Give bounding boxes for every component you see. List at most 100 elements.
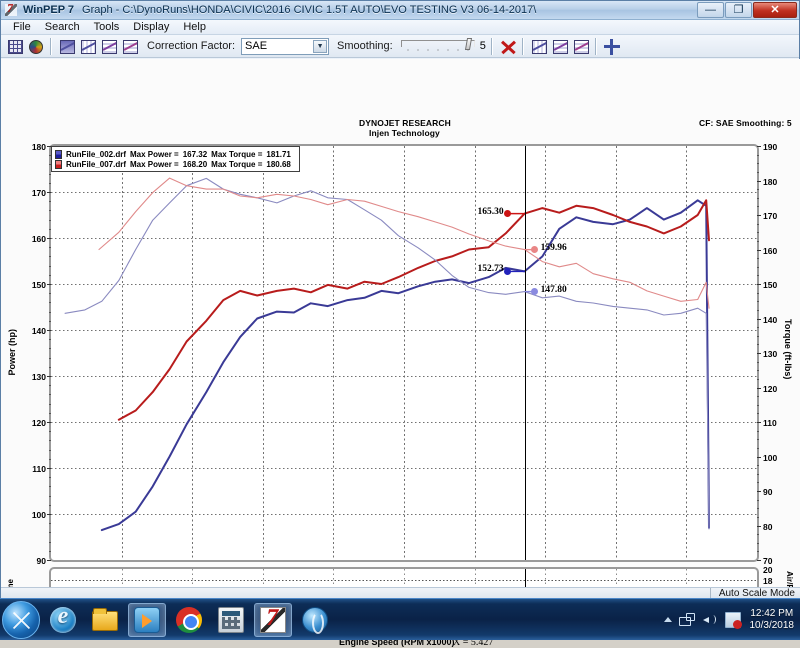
af-gridlines: [51, 569, 757, 587]
menu-bar: File Search Tools Display Help: [1, 20, 799, 35]
blue-sphere-icon: [302, 607, 328, 633]
graph-multi-button[interactable]: [120, 37, 139, 56]
legend-torque-value-run7: 180.68: [266, 160, 290, 169]
taskbar-winpep[interactable]: [254, 603, 292, 637]
axis-tick-label: 110: [20, 464, 46, 474]
plot-graphics: [1, 59, 800, 587]
up-arrow-icon[interactable]: [664, 617, 672, 622]
axis-tick-label: 150: [763, 280, 777, 290]
main-gridlines: [51, 146, 757, 560]
legend-color-swatch-blue: [55, 150, 62, 159]
axis-tick-label: 170: [20, 188, 46, 198]
axis-tick-label: 120: [20, 418, 46, 428]
legend-power-value-run2: 167.32: [183, 150, 207, 159]
menu-item-tools[interactable]: Tools: [87, 20, 127, 35]
close-button[interactable]: ✕: [753, 2, 797, 18]
speaker-icon[interactable]: [702, 612, 718, 628]
axis-tick-label: 100: [20, 510, 46, 520]
axis-tick-label: 170: [763, 211, 777, 221]
restore-icon: ❐: [726, 4, 751, 17]
slider-track: [401, 40, 475, 47]
taskbar-blue-app[interactable]: [296, 603, 334, 637]
smoothing-value: 5: [480, 40, 486, 52]
correction-factor-value: SAE: [245, 40, 267, 52]
legend-entry-run2: RunFile_002.drf Max Power = 167.32 Max Torq…: [66, 150, 295, 159]
chevron-down-icon[interactable]: ▼: [313, 40, 327, 53]
taskbar-chrome[interactable]: [170, 603, 208, 637]
axis-tick-label: 140: [763, 315, 777, 325]
grid-table-icon: [8, 40, 23, 54]
winpep-logo-icon: [5, 3, 19, 17]
minimize-button[interactable]: —: [697, 2, 724, 18]
restore-button[interactable]: ❐: [725, 2, 752, 18]
internet-explorer-icon: [50, 607, 76, 633]
toolbar: Correction Factor: SAE ▼ Smoothing: 5: [1, 35, 799, 58]
axis-tick-label: 80: [763, 522, 772, 532]
correction-factor-select[interactable]: SAE ▼: [241, 38, 329, 55]
graph-filled-icon: [60, 40, 75, 54]
crosshair-button[interactable]: [602, 37, 621, 56]
legend-power-value-run7: 168.20: [183, 160, 207, 169]
delete-run-button[interactable]: [498, 37, 517, 56]
start-button[interactable]: [2, 601, 40, 639]
power-run7-marker: 165.30: [460, 207, 504, 217]
axis-tick-label: 180: [763, 177, 777, 187]
color-palette-button[interactable]: [26, 37, 45, 56]
clock-date: 10/3/2018: [750, 620, 795, 632]
clock-time: 12:42 PM: [750, 608, 795, 620]
network-icon[interactable]: [679, 612, 695, 628]
annotation-leader-lines: [508, 214, 535, 292]
taskbar-clock[interactable]: 12:42 PM 10/3/2018: [748, 608, 795, 632]
media-player-icon: [134, 607, 160, 633]
axis-tick-label: 160: [763, 246, 777, 256]
chrome-icon: [176, 607, 202, 633]
table-view-button[interactable]: [5, 37, 24, 56]
toolbar-separator: [50, 38, 52, 55]
legend-power-label-run2: Max Power =: [130, 150, 179, 159]
pan-graph-button[interactable]: [550, 37, 569, 56]
folder-icon: [92, 611, 118, 631]
toolbar-separator-3: [522, 38, 524, 55]
calculator-icon: [218, 607, 244, 633]
taskbar-windows-explorer[interactable]: [86, 603, 124, 637]
legend-torque-label-run2: Max Torque =: [211, 150, 262, 159]
axis-tick-label: 120: [763, 384, 777, 394]
axis-tick-label: 130: [20, 372, 46, 382]
window-controls: — ❐ ✕: [697, 2, 797, 18]
menu-item-file[interactable]: File: [6, 20, 38, 35]
minimize-icon: —: [698, 4, 723, 17]
axis-tick-label: 160: [20, 234, 46, 244]
red-x-icon: [501, 40, 516, 55]
smoothing-slider[interactable]: [401, 38, 475, 54]
legend-row: RunFile_002.drf Max Power = 167.32 Max Torq…: [55, 149, 295, 159]
y-axis-title-torque: Torque (ft-lbs): [783, 319, 793, 379]
zoom-graph-button[interactable]: [529, 37, 548, 56]
graph-hand-icon: [553, 40, 568, 54]
graph-edit-button[interactable]: [571, 37, 590, 56]
menu-item-help[interactable]: Help: [176, 20, 213, 35]
taskbar-internet-explorer[interactable]: [44, 603, 82, 637]
legend[interactable]: RunFile_002.drf Max Power = 167.32 Max Torq…: [51, 146, 300, 172]
axis-tick-label: 100: [763, 453, 777, 463]
flag-icon[interactable]: [725, 612, 741, 628]
menu-item-search[interactable]: Search: [38, 20, 87, 35]
toolbar-separator-2: [491, 38, 493, 55]
menu-item-display[interactable]: Display: [126, 20, 176, 35]
axis-tick-label: 18: [763, 576, 772, 586]
axis-tick-label: 90: [20, 556, 46, 566]
graph-line-button[interactable]: [78, 37, 97, 56]
legend-torque-value-run2: 181.71: [266, 150, 290, 159]
graph-canvas[interactable]: DYNOJET RESEARCH Injen Technology CF: SA…: [1, 59, 800, 587]
legend-file-run2: RunFile_002.drf: [66, 150, 126, 159]
taskbar-media-player[interactable]: [128, 603, 166, 637]
taskbar-calculator[interactable]: [212, 603, 250, 637]
app-name-label: WinPEP 7: [23, 4, 74, 16]
color-wheel-icon: [29, 40, 43, 54]
graph-compare-button[interactable]: [99, 37, 118, 56]
toolbar-separator-4: [595, 38, 597, 55]
legend-power-label-run7: Max Power =: [130, 160, 179, 169]
graph-overlay-button[interactable]: [57, 37, 76, 56]
main-series-lines: [65, 178, 709, 530]
